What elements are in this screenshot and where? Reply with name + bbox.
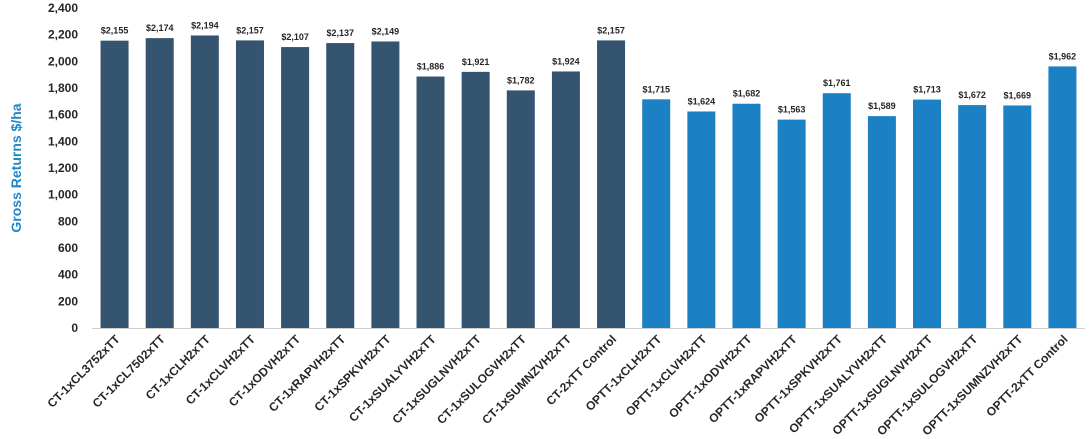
y-tick-label: 0: [71, 321, 78, 335]
y-tick-label: 1,400: [48, 134, 78, 148]
x-tick-label: OPTT-1xCLH2xTT: [583, 332, 665, 414]
bar-data-label: $1,761: [823, 78, 851, 88]
x-tick-label: CT-1xSUGLNVH2xTT: [389, 332, 484, 427]
bar: [1003, 105, 1032, 328]
y-tick-label: 1,000: [48, 188, 78, 202]
y-tick-label: 1,800: [48, 81, 78, 95]
y-tick-label: 2,400: [48, 1, 78, 15]
x-tick-label: CT-1xCL3752xTT: [44, 332, 123, 411]
bar-data-label: $1,782: [507, 75, 535, 85]
bar: [190, 35, 219, 328]
bar: [281, 47, 310, 329]
data-labels: $2,155 $2,174 $2,194 $2,157 $2,107 $2,137 $2,1…: [101, 20, 1076, 114]
bar-data-label: $2,149: [372, 26, 400, 36]
x-tick-label: OPTT-1xODVH2xTT: [666, 332, 755, 421]
y-tick-label: 2,200: [48, 28, 78, 42]
bar-data-label: $2,157: [597, 25, 625, 35]
bar-data-label: $1,624: [688, 96, 716, 106]
bar-data-label: $2,155: [101, 26, 129, 36]
x-tick-label: OPTT-2xTT Control: [983, 332, 1070, 419]
bar: [326, 43, 355, 329]
y-tick-label: 400: [58, 268, 78, 282]
x-tick-label: CT-1xSUMNZVH2xTT: [479, 332, 574, 427]
y-axis-ticks: 0 200 400 600 800 1,000 1,200 1,400 1,600 1,800 2,…: [48, 1, 78, 335]
x-tick-label: OPTT-1xRAPVH2xTT: [706, 332, 800, 426]
bar-data-label: $2,157: [236, 25, 264, 35]
bar-data-label: $2,174: [146, 23, 174, 33]
bar: [371, 41, 400, 328]
bar: [461, 71, 490, 328]
bar-data-label: $1,962: [1049, 51, 1077, 61]
bar: [1048, 66, 1077, 329]
bar-data-label: $1,713: [913, 85, 941, 95]
bar-data-label: $1,715: [642, 84, 670, 94]
bar: [687, 111, 716, 328]
bar: [145, 38, 174, 329]
bar-data-label: $1,672: [958, 90, 986, 100]
y-tick-label: 2,000: [48, 54, 78, 68]
bar: [416, 76, 445, 329]
y-tick-label: 1,200: [48, 161, 78, 175]
bar-data-label: $1,921: [462, 57, 490, 67]
y-tick-label: 1,600: [48, 108, 78, 122]
bar-data-label: $1,924: [552, 56, 580, 66]
bar-data-label: $2,107: [281, 32, 309, 42]
bar-data-label: $1,589: [868, 101, 896, 111]
y-tick-label: 800: [58, 214, 78, 228]
bar-data-label: $1,669: [1004, 90, 1032, 100]
bar-data-label: $1,682: [733, 89, 761, 99]
bar-data-label: $1,886: [417, 62, 445, 72]
bar-data-label: $2,137: [326, 28, 354, 38]
bar-data-label: $2,194: [191, 20, 219, 30]
bar-data-label: $1,563: [778, 105, 806, 115]
x-axis-ticks: CT-1xCL3752xTTCT-1xCL7502xTTCT-1xCLH2xTT…: [44, 332, 1070, 439]
bar: [551, 71, 580, 328]
bars: [100, 35, 1077, 329]
bar: [100, 40, 129, 329]
x-tick-label: OPTT-1xSPKVH2xTT: [752, 332, 846, 426]
bar: [732, 103, 761, 328]
y-tick-label: 600: [58, 241, 78, 255]
bar: [235, 40, 264, 329]
y-axis-label: Gross Returns $/ha: [8, 103, 24, 232]
y-tick-label: 200: [58, 294, 78, 308]
bar: [867, 116, 896, 328]
bar: [958, 105, 987, 328]
x-tick-label: OPTT-1xCLVH2xTT: [623, 332, 710, 419]
bar: [777, 119, 806, 328]
x-tick-label: CT-1xSPKVH2xTT: [311, 332, 394, 415]
bar: [822, 93, 851, 328]
x-tick-label: CT-1xSUALYVH2xTT: [346, 332, 439, 425]
bar: [506, 90, 535, 329]
x-tick-label: CT-1xSULOGVH2xTT: [434, 332, 529, 427]
bar: [642, 99, 671, 328]
bar: [913, 99, 942, 328]
x-tick-label: CT-1xRAPVH2xTT: [266, 332, 349, 415]
bar: [597, 40, 626, 329]
